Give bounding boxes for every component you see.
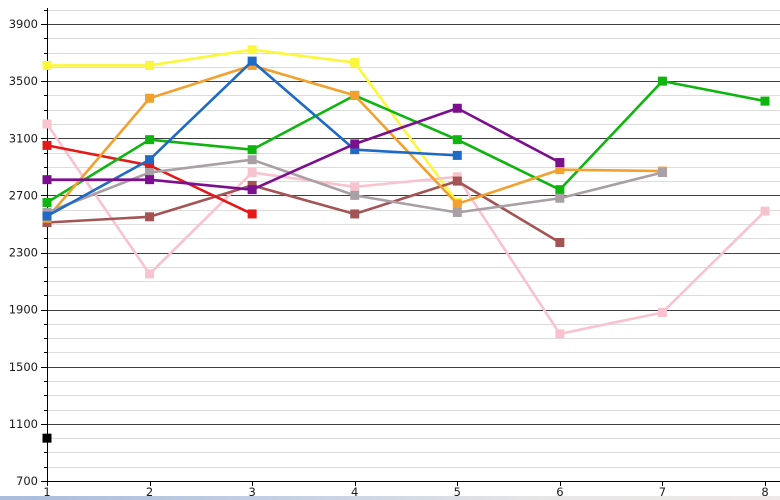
series-marker-gray bbox=[145, 168, 155, 178]
series-marker-red bbox=[247, 209, 257, 219]
series-line-purple bbox=[47, 106, 561, 191]
series-marker-orange bbox=[350, 90, 360, 100]
series-marker-brown bbox=[145, 212, 155, 222]
series-marker-brown bbox=[350, 209, 360, 219]
y-tick-label: 1500 bbox=[9, 360, 38, 374]
series-marker-green bbox=[555, 185, 565, 195]
series-marker-blue bbox=[145, 155, 155, 165]
y-tick-label: 3500 bbox=[9, 74, 38, 88]
y-tick-label: 700 bbox=[16, 474, 38, 488]
series-marker-yellow bbox=[350, 58, 360, 68]
series-marker-green bbox=[657, 76, 667, 86]
series-marker-yellow bbox=[145, 60, 155, 70]
series-marker-gray bbox=[452, 208, 462, 218]
series-marker-yellow bbox=[247, 45, 257, 55]
series-marker-blue bbox=[247, 56, 257, 66]
y-tick-label: 1100 bbox=[9, 417, 38, 431]
series-marker-blue bbox=[42, 211, 52, 221]
series-marker-red bbox=[145, 160, 155, 170]
series-marker-green bbox=[247, 145, 257, 155]
x-tick-label: 5 bbox=[454, 485, 461, 499]
series-line-pink bbox=[45, 123, 766, 336]
x-tick-label: 7 bbox=[659, 485, 666, 499]
series-marker-purple bbox=[452, 103, 462, 113]
y-tick-label: 2300 bbox=[9, 246, 38, 260]
series-marker-pink bbox=[42, 119, 52, 129]
series-marker-purple bbox=[247, 185, 257, 195]
x-tick-label: 2 bbox=[146, 485, 153, 499]
series-line-green bbox=[46, 79, 766, 204]
x-tick-label: 3 bbox=[248, 485, 255, 499]
series-marker-pink bbox=[350, 182, 360, 192]
series-marker-orange bbox=[145, 93, 155, 103]
series-marker-green bbox=[145, 135, 155, 145]
series-marker-orange bbox=[555, 165, 565, 175]
series-marker-brown bbox=[555, 238, 565, 248]
series-marker-purple bbox=[42, 175, 52, 185]
series-marker-gray bbox=[657, 168, 667, 178]
series-marker-orange bbox=[452, 199, 462, 209]
series-marker-pink bbox=[555, 329, 565, 339]
x-tick-label: 8 bbox=[761, 485, 768, 499]
series-marker-blue bbox=[350, 145, 360, 155]
series-marker-purple bbox=[555, 158, 565, 168]
series-marker-green bbox=[42, 198, 52, 208]
y-tick-label: 1900 bbox=[9, 303, 38, 317]
series-marker-gray bbox=[247, 155, 257, 165]
x-tick-label: 4 bbox=[351, 485, 358, 499]
series-marker-purple bbox=[350, 139, 360, 149]
y-tick-label: 3900 bbox=[9, 17, 38, 31]
series-line-brown bbox=[46, 179, 561, 244]
y-tick-label: 2700 bbox=[9, 188, 38, 202]
x-tick-label: 1 bbox=[43, 485, 50, 499]
series-marker-gray bbox=[350, 190, 360, 200]
y-tick-label: 3100 bbox=[9, 131, 38, 145]
series-marker-pink bbox=[247, 168, 257, 178]
series-marker-gray bbox=[555, 193, 565, 203]
x-tick-label: 6 bbox=[556, 485, 563, 499]
series-marker-green bbox=[760, 96, 770, 106]
series-marker-brown bbox=[452, 176, 462, 186]
series-marker-blue bbox=[452, 150, 462, 160]
series-marker-pink bbox=[657, 307, 667, 317]
series-marker-pink bbox=[145, 269, 155, 279]
series-marker-green bbox=[452, 135, 462, 145]
series-marker-black bbox=[42, 433, 52, 443]
series-marker-yellow bbox=[42, 60, 52, 70]
series-marker-pink bbox=[760, 206, 770, 216]
series-marker-red bbox=[42, 140, 52, 150]
series-marker-purple bbox=[145, 175, 155, 185]
window-edge-strip bbox=[0, 496, 780, 500]
